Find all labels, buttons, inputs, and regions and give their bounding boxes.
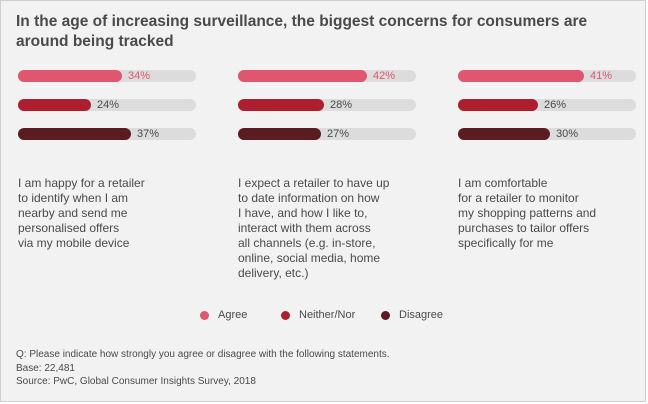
bar-row-neither-nor: 24% xyxy=(18,99,218,111)
chart-title: In the age of increasing surveillance, t… xyxy=(16,13,588,50)
statement-text: I expect a retailer to have up to date in… xyxy=(238,176,438,281)
bar-row-disagree: 30% xyxy=(458,128,648,140)
bar-disagree xyxy=(18,128,131,140)
bar-disagree xyxy=(238,128,321,140)
statement-line: nearby and send me xyxy=(18,206,128,220)
value-label-agree: 34% xyxy=(128,70,151,82)
legend-label: Neither/Nor xyxy=(299,309,356,321)
bar-row-agree: 42% xyxy=(238,70,438,82)
statement-line: personalised offers xyxy=(18,221,120,235)
value-label-disagree: 30% xyxy=(556,128,579,140)
bar-row-agree: 34% xyxy=(18,70,218,82)
value-label-disagree: 27% xyxy=(327,128,350,140)
statement-group-3: 41% 26% 30% I am comfortable for a retailer … xyxy=(458,70,648,250)
bar-neither-nor xyxy=(458,99,538,111)
statement-group-1: 34% 24% 37% I am happy for a retailer to ide… xyxy=(18,70,218,250)
statement-line: to date information on how xyxy=(238,191,380,205)
value-label-neither-nor: 24% xyxy=(97,99,120,111)
value-label-agree: 42% xyxy=(373,70,396,82)
statement-line: via my mobile device xyxy=(18,236,130,250)
source-note: Source: PwC, Global Consumer Insights Su… xyxy=(16,376,256,387)
value-label-neither-nor: 26% xyxy=(544,99,567,111)
legend-label: Agree xyxy=(218,309,248,321)
bar-disagree xyxy=(458,128,550,140)
value-label-agree: 41% xyxy=(590,70,613,82)
value-label-disagree: 37% xyxy=(137,128,160,140)
statement-line: purchases to tailor offers xyxy=(458,221,590,235)
statement-line: I expect a retailer to have up xyxy=(238,176,390,190)
statement-text: I am happy for a retailer to identify whe… xyxy=(18,176,218,251)
statement-line: I have, and how I like to, xyxy=(238,206,368,220)
statement-line: interact with them across xyxy=(238,221,371,235)
legend: Agree Neither/Nor Disagree xyxy=(0,309,648,325)
statement-line: specifically for me xyxy=(458,236,554,250)
statement-line: delivery, etc.) xyxy=(238,266,309,280)
bar-row-agree: 41% xyxy=(458,70,648,82)
statement-line: for a retailer to monitor xyxy=(458,191,579,205)
bar-agree xyxy=(18,70,122,82)
legend-item-neither: Neither/Nor xyxy=(281,309,355,321)
legend-label: Disagree xyxy=(399,309,444,321)
question-note: Q: Please indicate how strongly you agre… xyxy=(16,349,390,360)
bar-row-disagree: 27% xyxy=(238,128,438,140)
statement-group-2: 42% 28% 27% I expect a retailer to have up t… xyxy=(238,70,438,280)
legend-dot-neither xyxy=(281,310,290,320)
legend-dot-disagree xyxy=(381,310,390,320)
legend-item-disagree: Disagree xyxy=(381,309,443,321)
statement-line: I am comfortable xyxy=(458,176,548,190)
statement-line: online, social media, home xyxy=(238,251,381,265)
bar-row-disagree: 37% xyxy=(18,128,218,140)
base-note: Base: 22,481 xyxy=(16,363,75,374)
value-label-neither-nor: 28% xyxy=(330,99,353,111)
statement-line: all channels (e.g. in-store, xyxy=(238,236,376,250)
bar-agree xyxy=(458,70,584,82)
statement-line: I am happy for a retailer xyxy=(18,176,145,190)
bar-neither-nor xyxy=(238,99,324,111)
statement-line: my shopping patterns and xyxy=(458,206,597,220)
legend-dot-agree xyxy=(200,310,209,320)
statement-line: to identify when I am xyxy=(18,191,129,205)
bar-row-neither-nor: 28% xyxy=(238,99,438,111)
bar-neither-nor xyxy=(18,99,91,111)
bar-agree xyxy=(238,70,367,82)
legend-item-agree: Agree xyxy=(200,309,247,321)
statement-text: I am comfortable for a retailer to monito… xyxy=(458,176,648,251)
bar-row-neither-nor: 26% xyxy=(458,99,648,111)
